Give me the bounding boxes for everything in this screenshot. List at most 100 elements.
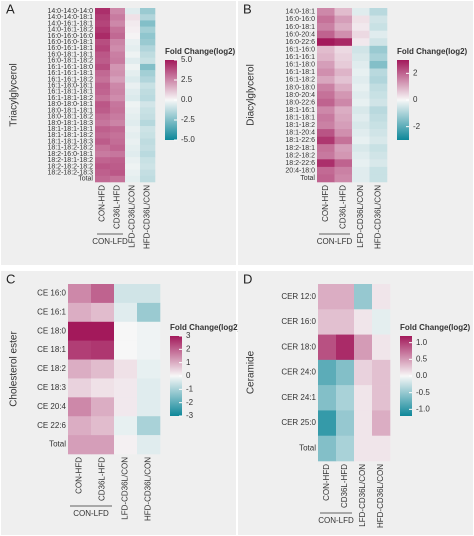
heatmap-cell (352, 151, 370, 160)
row-label: 18:2-18:2-18:3 (47, 170, 93, 177)
heatmap-cell (114, 416, 138, 436)
heatmap-cell (369, 53, 388, 62)
heatmap-cell (140, 95, 156, 102)
heatmap-cell (334, 144, 353, 153)
heatmap-cell (317, 76, 335, 84)
colorbar (170, 336, 182, 416)
heatmap-cell (125, 126, 141, 133)
column-label: LFD-CD36L/CON (128, 185, 137, 248)
heatmap-cell (95, 126, 111, 133)
colorbar-tick-label: 0 (413, 95, 418, 104)
heatmap-cell (318, 334, 337, 361)
heatmap-cell (110, 39, 126, 46)
heatmap-cell (125, 39, 141, 46)
panel: A 14:0-14:0-14:014:0-14:0-18:114:0-16:1-1… (1, 1, 236, 265)
heatmap-cell (317, 53, 335, 62)
heatmap-cell (91, 378, 115, 398)
heatmap-cell (125, 119, 141, 127)
heatmap-cell (140, 126, 156, 133)
row-label: 14:0-18:1 (285, 9, 315, 16)
heatmap-cell (354, 359, 373, 386)
heatmap-cell (372, 435, 391, 462)
heatmap-cell (352, 76, 370, 84)
colorbar (400, 336, 412, 416)
heatmap-cell (369, 129, 388, 137)
row-label: 18:1-18:1-18:3 (47, 138, 93, 145)
heatmap-cell (336, 435, 355, 462)
colorbar-tick-label: 1.0 (416, 338, 428, 347)
row-label: 18:2-22:6 (285, 160, 315, 167)
heatmap-cell (110, 8, 126, 15)
heatmap-cell (125, 45, 141, 52)
heatmap-cell (317, 113, 335, 122)
heatmap-cell (140, 57, 156, 65)
row-label: 18:0-18:1-18:1 (47, 107, 93, 114)
heatmap-cell (140, 45, 156, 52)
heatmap-cell (369, 166, 388, 175)
heatmap-cell (95, 39, 111, 46)
legend-title: Fold Change(log2) (397, 47, 468, 56)
heatmap-cell (352, 38, 370, 47)
heatmap-cell (140, 39, 156, 46)
heatmap-cell (110, 101, 126, 108)
heatmap-cell (68, 284, 92, 304)
colorbar-tick-label: 2.5 (181, 75, 193, 84)
heatmap-cell (125, 144, 141, 152)
row-label: 18:0-18:0-18:1 (47, 101, 93, 108)
heatmap-cell (125, 113, 141, 121)
heatmap-cell (110, 126, 126, 133)
colorbar-tick-label: 0.5 (416, 354, 428, 363)
colorbar-tick-label: -2 (186, 398, 194, 407)
heatmap-cell (317, 144, 335, 153)
heatmap-cell (352, 121, 370, 130)
heatmap-cell (95, 150, 111, 158)
heatmap-cell (140, 163, 156, 170)
heatmap-cell (140, 20, 156, 27)
heatmap-cell (334, 121, 353, 130)
heatmap-cell (110, 82, 126, 90)
heatmap-cell (369, 121, 388, 130)
heatmap-cell (137, 340, 161, 360)
heatmap-cell (317, 98, 335, 107)
heatmap-cell (140, 175, 156, 183)
column-label: HFD-CD36L/CON (144, 457, 153, 521)
heatmap-cell (317, 166, 335, 175)
row-label: CE 16:0 (37, 289, 66, 298)
heatmap-cell (91, 321, 115, 341)
heatmap-cell (68, 340, 92, 360)
row-label: 16:1-18:1-18:2 (47, 95, 93, 102)
colorbar-tick-label: 3 (186, 331, 191, 340)
heatmap-cell (110, 119, 126, 127)
column-label: HFD-CD36L/CON (373, 185, 382, 249)
row-label: CE 18:0 (37, 326, 66, 335)
heatmap-cell (318, 385, 337, 411)
heatmap-cell (317, 91, 335, 100)
heatmap-cell (110, 20, 126, 27)
heatmap-cell (125, 101, 141, 108)
heatmap-cell (352, 144, 370, 153)
row-label: Total (49, 440, 66, 449)
heatmap-cell (334, 106, 353, 115)
heatmap-cell (95, 32, 111, 40)
heatmap-cell (354, 334, 373, 361)
colorbar (397, 60, 409, 140)
heatmap-cell (336, 334, 355, 361)
heatmap-cell (114, 435, 138, 455)
heatmap-cell (369, 159, 388, 168)
heatmap-cell (140, 113, 156, 121)
row-label: 18:1-18:2 (285, 122, 315, 129)
row-label: 18:0-22:6 (285, 99, 315, 106)
heatmap-cell (334, 136, 353, 145)
heatmap-cell (140, 132, 156, 139)
heatmap-cell (369, 30, 388, 39)
group-label: CON-LFD (317, 237, 353, 246)
row-label: 16:1-16:1-18:1 (47, 70, 93, 77)
heatmap-cell (334, 38, 353, 47)
heatmap-cell (95, 57, 111, 65)
heatmap-cell (68, 435, 92, 455)
row-label: 16:1-16:1-18:0 (47, 64, 93, 71)
column-label: CON-HFD (75, 457, 84, 494)
row-label: CE 18:2 (37, 364, 66, 373)
colorbar-tick-label: -2 (413, 122, 421, 131)
heatmap-cell (140, 150, 156, 158)
